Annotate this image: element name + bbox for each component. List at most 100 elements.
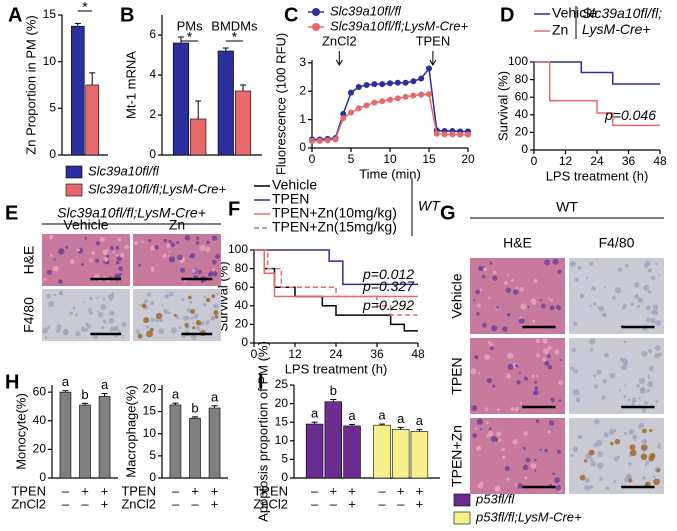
condition-mark: + xyxy=(101,483,109,498)
cell-texture xyxy=(46,293,52,299)
p-value: p=0.012 xyxy=(362,266,414,282)
data-point xyxy=(387,80,393,87)
cell-texture xyxy=(101,325,105,330)
row-label: F4/80 xyxy=(21,297,37,333)
cell-texture xyxy=(601,312,607,318)
cell-texture xyxy=(44,336,48,340)
cell-texture xyxy=(573,368,578,374)
y-tick-label: 0 xyxy=(241,335,248,349)
cell-texture xyxy=(477,371,481,375)
cell-texture xyxy=(106,254,110,258)
cell-texture xyxy=(536,353,540,358)
cell-texture xyxy=(655,345,661,351)
cell-texture xyxy=(167,255,170,258)
cell-texture xyxy=(638,397,641,400)
survival-curve xyxy=(534,61,660,127)
cell-texture xyxy=(517,483,523,489)
bar xyxy=(59,391,72,479)
panel-letter: A xyxy=(8,4,22,26)
cell-texture xyxy=(522,447,526,450)
condition-mark: + xyxy=(330,483,338,498)
group-label: LysM-Cre+ xyxy=(582,21,651,37)
data-point xyxy=(410,78,417,85)
data-point xyxy=(340,110,347,117)
condition-name: TPEN xyxy=(253,483,288,498)
condition-mark: + xyxy=(416,483,424,498)
survival-curve xyxy=(254,249,418,316)
cell-texture xyxy=(112,250,115,254)
cell-texture xyxy=(100,304,107,310)
annotation: TPEN xyxy=(416,33,451,48)
stained-cell xyxy=(645,481,651,487)
legend-label: Vehicle xyxy=(552,5,597,21)
cell-texture xyxy=(524,476,528,480)
cell-texture xyxy=(623,431,628,436)
cell-texture xyxy=(506,273,509,276)
cell-texture xyxy=(489,261,493,265)
cell-texture xyxy=(168,250,171,253)
x-axis-label: Time (min) xyxy=(359,166,421,181)
cell-texture xyxy=(646,389,650,393)
cell-texture xyxy=(195,236,200,240)
stained-cell xyxy=(155,312,163,320)
cell-texture xyxy=(80,326,86,332)
cell-texture xyxy=(507,352,514,359)
y-tick-label: 10 xyxy=(143,426,157,440)
cell-texture xyxy=(572,446,579,453)
stained-cell xyxy=(143,317,150,324)
legend-swatch xyxy=(453,493,471,507)
cell-texture xyxy=(510,407,515,411)
cell-texture xyxy=(535,338,541,344)
cell-texture xyxy=(594,419,600,425)
cell-texture xyxy=(62,329,69,336)
cell-texture xyxy=(646,317,651,323)
cell-texture xyxy=(200,321,205,326)
legend-label: Slc39a10fl/fl xyxy=(88,163,160,178)
y-tick-label: 80 xyxy=(515,72,529,86)
data-point xyxy=(387,96,393,103)
group-letter: a xyxy=(378,407,386,422)
cell-texture xyxy=(511,278,515,282)
legend-swatch xyxy=(65,183,83,197)
cell-texture xyxy=(621,364,628,371)
cell-texture xyxy=(485,421,489,425)
stained-cell xyxy=(214,315,219,319)
cell-texture xyxy=(176,241,180,245)
cell-texture xyxy=(144,299,148,304)
cell-texture xyxy=(181,334,186,339)
bar xyxy=(373,424,391,479)
cell-texture xyxy=(601,395,606,400)
cell-texture xyxy=(506,477,510,481)
cell-texture xyxy=(102,297,106,301)
panel-letter: E xyxy=(5,202,18,224)
cell-texture xyxy=(655,400,659,403)
cell-texture xyxy=(514,406,520,412)
y-tick-label: 5 xyxy=(281,452,288,466)
condition-mark: – xyxy=(311,496,319,511)
cell-texture xyxy=(652,475,656,479)
cell-texture xyxy=(658,274,661,277)
data-point xyxy=(449,131,456,138)
cell-texture xyxy=(589,348,594,352)
row-label: TPEN+Zn xyxy=(449,425,465,487)
cell-texture xyxy=(58,248,65,255)
cell-texture xyxy=(658,443,661,446)
cell-texture xyxy=(534,458,537,462)
cell-texture xyxy=(613,479,617,483)
cell-texture xyxy=(115,253,119,257)
condition-name: ZnCl2 xyxy=(253,496,288,511)
cell-texture xyxy=(621,358,628,365)
cell-texture xyxy=(216,292,219,295)
panel-title: Slc39a10fl/fl;LysM-Cre+ xyxy=(57,205,206,221)
cell-texture xyxy=(103,256,109,263)
bar xyxy=(98,396,111,479)
cell-texture xyxy=(557,269,562,274)
cell-texture xyxy=(163,238,168,243)
stained-cell xyxy=(653,478,660,486)
cell-texture xyxy=(645,305,651,311)
cell-texture xyxy=(572,321,578,326)
row-label: Vehicle xyxy=(449,273,465,318)
cell-texture xyxy=(544,360,550,366)
cell-texture xyxy=(647,290,652,294)
stained-cell xyxy=(656,468,661,473)
